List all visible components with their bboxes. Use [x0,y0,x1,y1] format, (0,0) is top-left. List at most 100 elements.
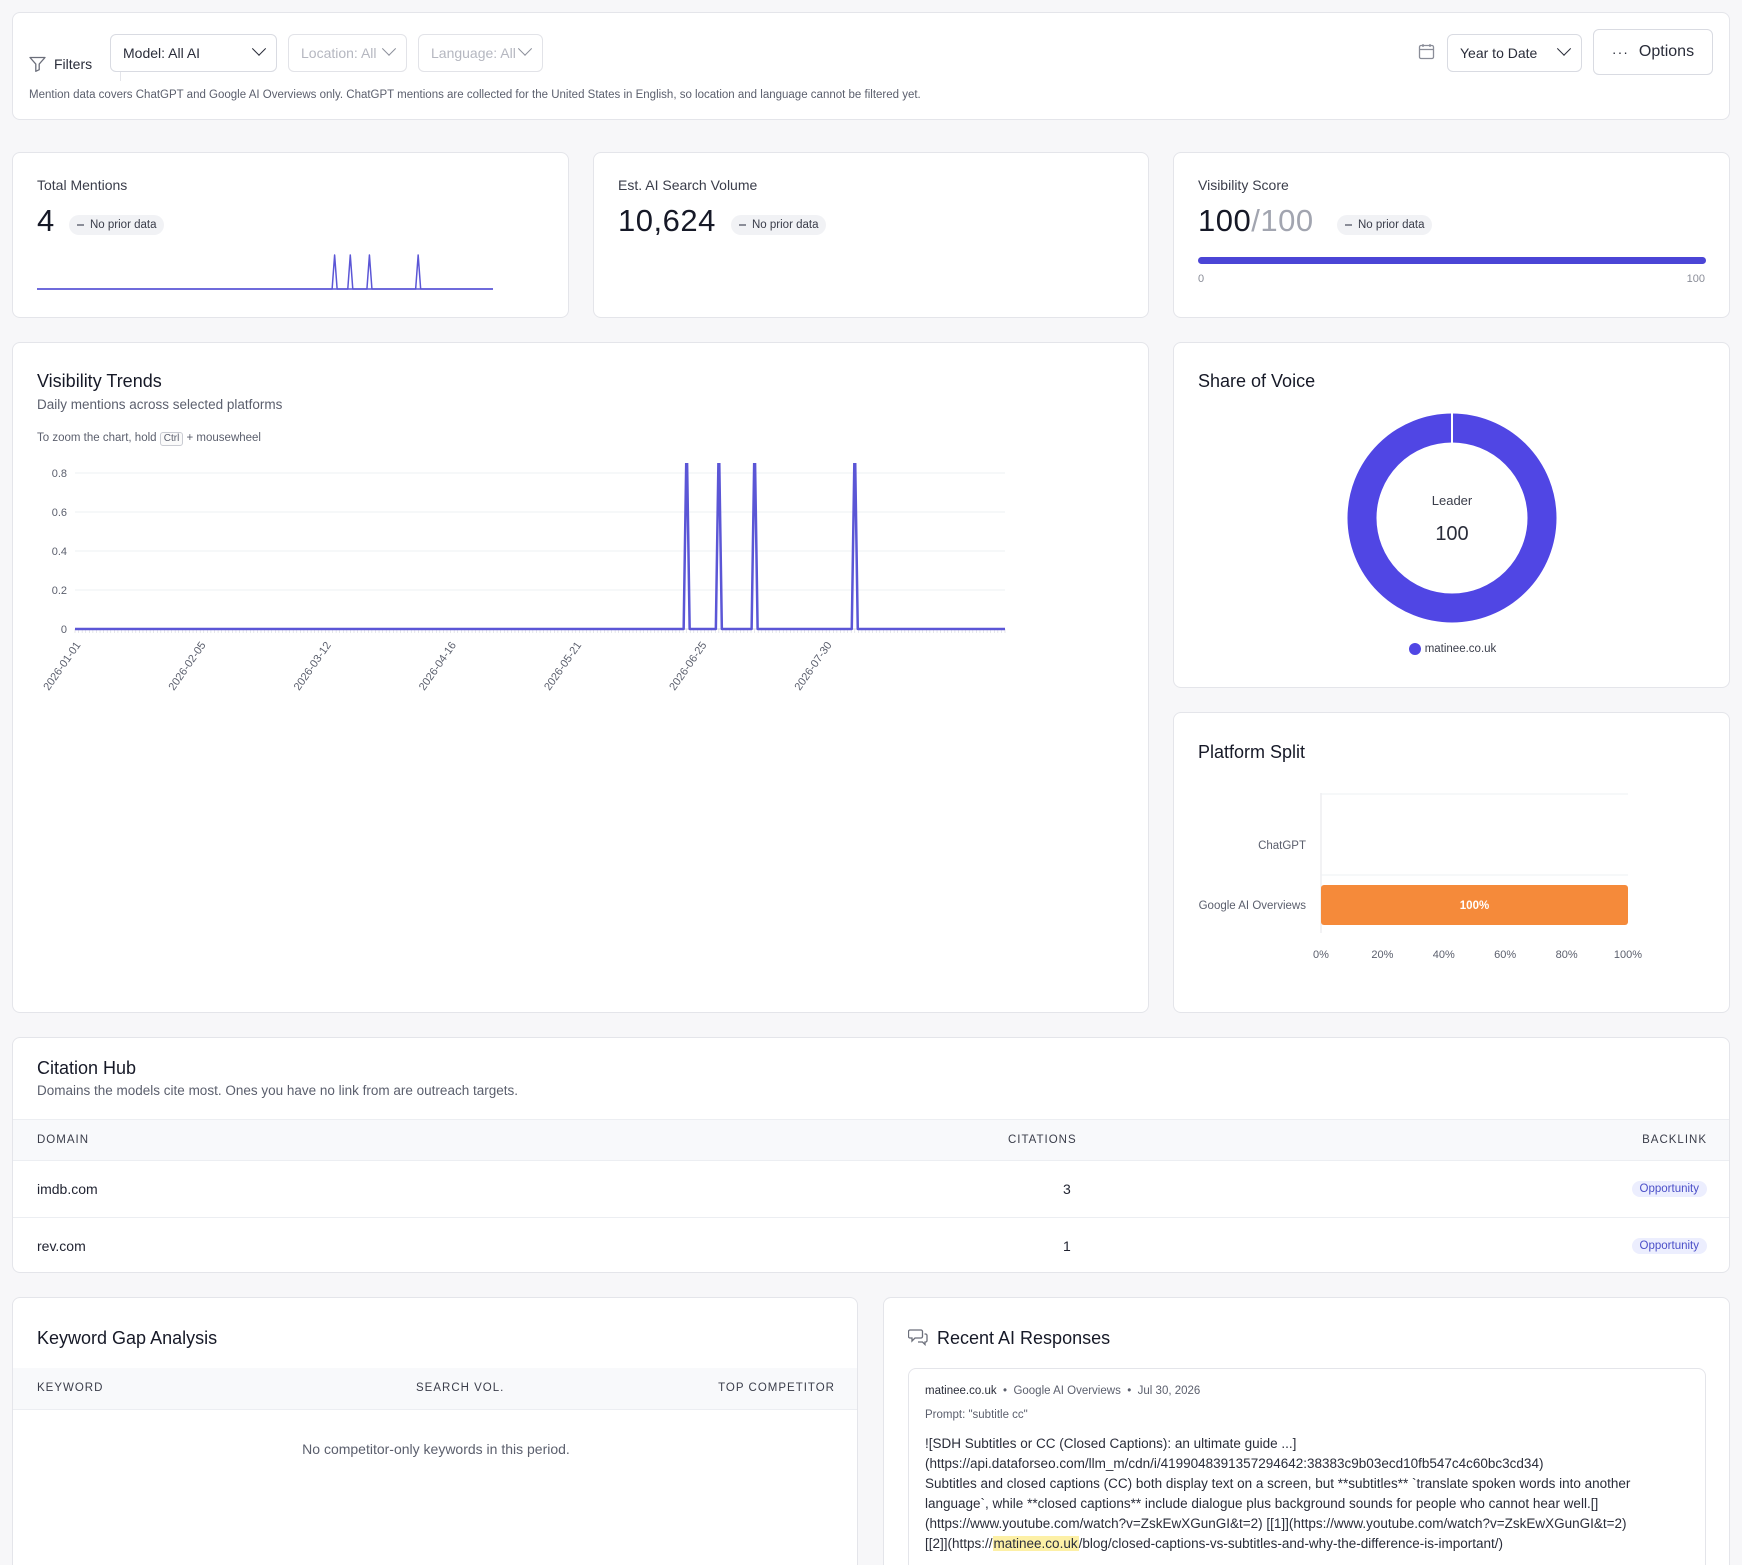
no-prior-badge: No prior data [69,215,165,235]
section-title: Keyword Gap Analysis [37,1328,218,1348]
response-text: ![SDH Subtitles or CC (Closed Captions):… [925,1434,1705,1554]
chevron-down-icon [381,41,397,56]
x-tick-label: 2026-06-25 [667,640,709,693]
section-title: Share of Voice [1198,371,1316,391]
split-category-label: Google AI Overviews [1199,900,1307,912]
trend-series-line [75,463,1005,631]
visibility-score-card: Visibility Score 100/100 No prior data 0… [1173,152,1730,318]
score-value: 100 [1198,203,1252,238]
table-row[interactable]: imdb.com 3 Opportunity [13,1161,1729,1218]
response-line: [[2]](https://matinee.co.uk/blog/closed-… [925,1534,1705,1554]
ctrl-key: Ctrl [159,432,184,446]
opportunity-badge: Opportunity [1631,1238,1707,1254]
col-domain: DOMAIN [37,1134,89,1146]
separator-dot: • [999,1385,1011,1397]
response-date: Jul 30, 2026 [1137,1385,1201,1397]
calendar-icon [1418,44,1435,60]
chat-bubbles-icon [908,1329,928,1346]
x-tick-label: 2026-07-30 [792,640,834,693]
legend-dot [1408,643,1421,655]
highlighted-domain: matinee.co.uk [992,1536,1079,1551]
date-range-select[interactable]: Year to Date [1447,34,1582,72]
y-tick-label: 0.2 [52,585,67,597]
kpi-value: 10,624 [618,203,716,238]
options-button[interactable]: ··· Options [1593,29,1713,75]
kpi-title: Est. AI Search Volume [618,177,758,193]
response-domain: matinee.co.uk [925,1385,997,1397]
model-select[interactable]: Model: All AI [110,34,277,72]
domain-cell: imdb.com [37,1181,98,1197]
split-bar-label: 100% [1460,900,1489,912]
split-x-tick-label: 40% [1433,949,1455,961]
badge-text: No prior data [90,219,157,231]
response-item[interactable]: matinee.co.uk • Google AI Overviews • Ju… [908,1368,1706,1565]
col-citations: CITATIONS [1008,1134,1077,1146]
filter-note: Mention data covers ChatGPT and Google A… [29,89,921,101]
search-volume-card: Est. AI Search Volume 10,624 No prior da… [593,152,1149,318]
separator-dot: • [1124,1385,1135,1397]
filter-icon [29,56,46,72]
x-tick-label: 2026-02-05 [167,640,209,693]
visibility-trends-card: Visibility Trends Daily mentions across … [12,342,1149,1013]
split-x-tick-label: 100% [1614,949,1642,961]
model-select-value: Model: All AI [123,45,201,61]
legend-label: matinee.co.uk [1424,643,1497,655]
visibility-progress-fill [1198,257,1706,264]
y-tick-label: 0 [61,624,67,636]
zoom-hint-text: + mousewheel [186,432,261,444]
badge-text: No prior data [752,219,819,231]
kpi-title: Total Mentions [37,177,128,193]
section-subtitle: Daily mentions across selected platforms [37,397,283,412]
kpi-value: 4 [37,203,55,238]
location-select[interactable]: Location: All [288,34,407,72]
mentions-sparkline [37,254,493,290]
no-prior-badge: No prior data [731,215,827,235]
table-row[interactable]: rev.com 1 Opportunity [13,1218,1729,1272]
response-line: Subtitles and closed captions (CC) both … [925,1476,1631,1491]
section-title: Visibility Trends [37,371,162,391]
progress-max-label: 100 [1686,273,1705,285]
total-mentions-card: Total Mentions 4 No prior data [12,152,569,318]
filter-bar: Filters Model: All AI Location: All Lang… [12,12,1730,120]
split-x-tick-label: 60% [1494,949,1516,961]
language-select-value: Language: All [431,45,516,61]
date-range-value: Year to Date [1460,45,1538,61]
y-tick-label: 0.4 [52,546,67,558]
language-select[interactable]: Language: All [418,34,543,72]
split-x-tick-label: 80% [1556,949,1578,961]
y-tick-label: 0.8 [52,468,67,480]
response-line: language`, while **closed captions** inc… [925,1496,1599,1511]
section-title: Citation Hub [37,1058,137,1078]
citations-cell: 3 [1063,1181,1071,1197]
filters-text: Filters [54,56,93,72]
x-tick-label: 2026-03-12 [292,640,334,693]
response-line: ![SDH Subtitles or CC (Closed Captions):… [925,1436,1297,1451]
response-line: (https://www.youtube.com/watch?v=ZskEwXG… [925,1516,1627,1531]
location-select-value: Location: All [301,45,377,61]
split-category-label: ChatGPT [1258,840,1306,852]
chevron-down-icon [517,41,533,56]
filters-label[interactable]: Filters [29,41,92,87]
donut-legend: matinee.co.uk [1174,643,1731,655]
badge-text: No prior data [1358,219,1425,231]
sparkline-line [37,254,493,290]
keyword-gap-card: Keyword Gap Analysis KEYWORD SEARCH VOL.… [12,1297,858,1565]
empty-state: No competitor-only keywords in this peri… [302,1441,570,1457]
options-label: Options [1638,43,1695,60]
split-x-tick-label: 20% [1371,949,1393,961]
link-text: /blog/closed-captions-vs-subtitles-and-w… [1078,1536,1504,1551]
score-max: /100 [1251,203,1314,238]
col-keyword: KEYWORD [37,1382,104,1394]
share-donut-chart[interactable] [1347,413,1557,623]
keyword-table-header: KEYWORD SEARCH VOL. TOP COMPETITOR [13,1368,857,1410]
citation-hub-card: Citation Hub Domains the models cite mos… [12,1037,1730,1273]
no-prior-badge: No prior data [1337,215,1433,235]
split-x-tick-label: 0% [1313,949,1329,961]
response-prompt: Prompt: "subtitle cc" [925,1409,1028,1421]
x-tick-label: 2026-04-16 [417,640,459,693]
visibility-progress-track [1198,257,1706,264]
donut-center-label: Leader [1431,493,1473,508]
chevron-down-icon [1556,41,1572,56]
more-dots-icon: ··· [1611,44,1629,60]
visibility-trend-chart[interactable]: 00.20.40.60.812026-01-012026-02-052026-0… [13,463,1150,763]
